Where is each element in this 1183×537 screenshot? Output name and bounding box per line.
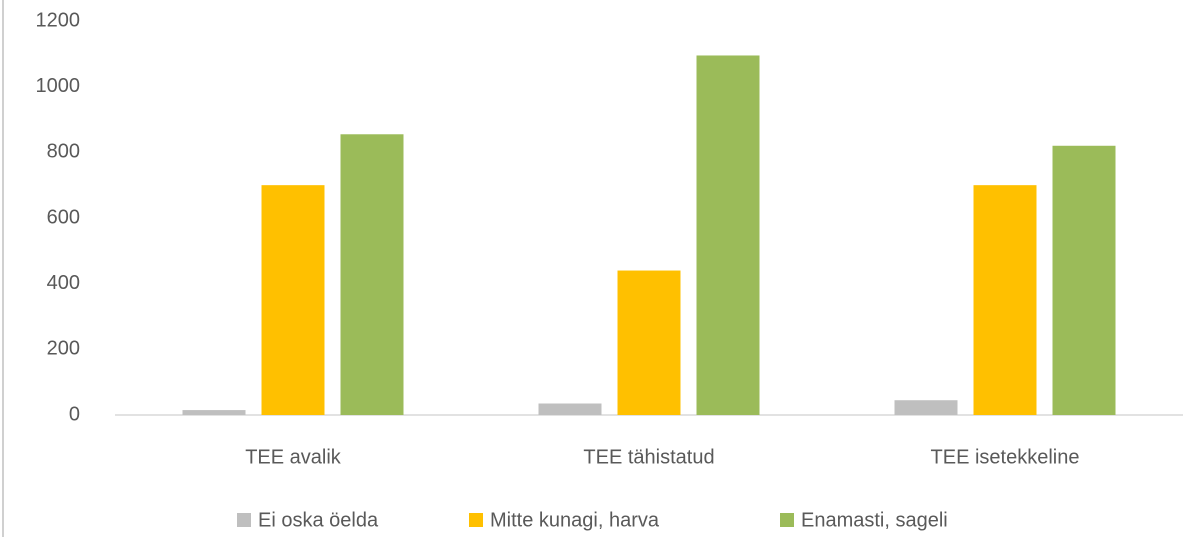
legend-swatch — [780, 513, 794, 527]
y-tick-label: 1200 — [36, 9, 81, 31]
y-tick-label: 1000 — [36, 75, 81, 97]
bar — [182, 410, 246, 415]
bar — [894, 400, 958, 415]
x-tick-label: TEE avalik — [245, 446, 342, 468]
bar — [696, 55, 760, 415]
y-tick-label: 200 — [47, 338, 80, 360]
y-tick-label: 400 — [47, 272, 80, 294]
y-tick-label: 600 — [47, 206, 80, 228]
legend-label: Mitte kunagi, harva — [490, 509, 660, 531]
legend-swatch — [237, 513, 251, 527]
legend-label: Enamasti, sageli — [801, 509, 948, 531]
legend-label: Ei oska öelda — [258, 509, 379, 531]
y-tick-label: 0 — [69, 403, 80, 425]
bar — [617, 270, 681, 415]
bar — [1052, 145, 1116, 415]
x-tick-label: TEE tähistatud — [583, 446, 714, 468]
legend-swatch — [469, 513, 483, 527]
bar — [973, 185, 1037, 415]
bar — [261, 185, 325, 415]
y-tick-label: 800 — [47, 141, 80, 163]
x-tick-label: TEE isetekkeline — [931, 446, 1080, 468]
bar — [340, 134, 404, 415]
bar — [538, 403, 602, 415]
